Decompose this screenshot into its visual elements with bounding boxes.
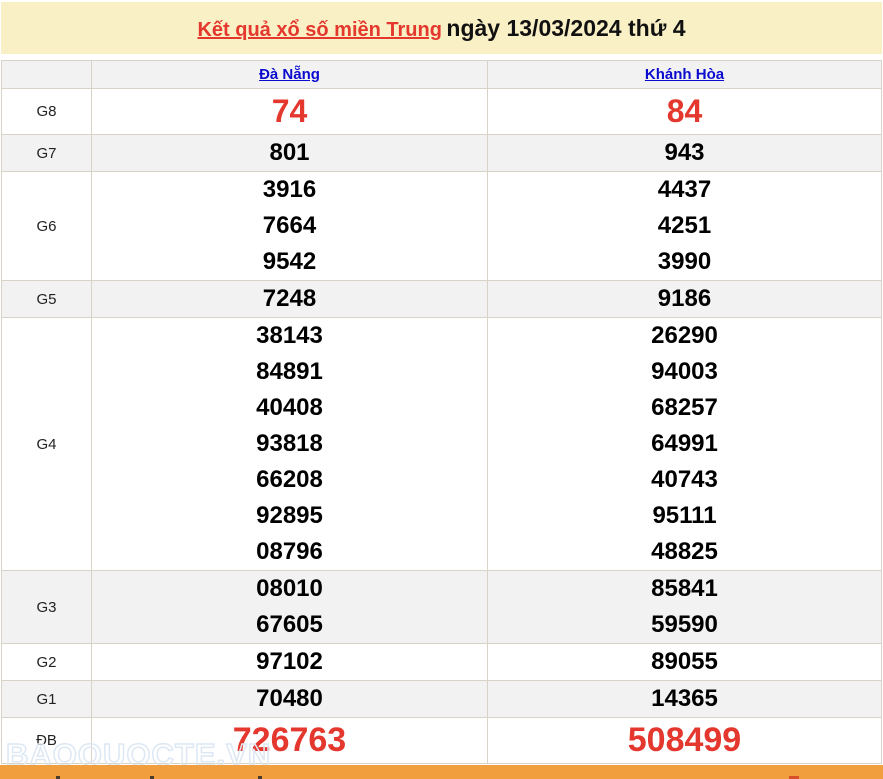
prize-values-khanh-hoa: 9186 [487, 280, 882, 318]
prize-number: 74 [271, 93, 308, 129]
prize-values-da-nang: 08010 67605 [91, 570, 488, 644]
prize-row-G3: G3 08010 67605 85841 59590 [1, 570, 882, 644]
prize-number: 40743 [651, 466, 718, 493]
cutoff-text-mark [150, 776, 154, 779]
cutoff-text-mark [258, 776, 262, 779]
prize-number: 38143 [256, 322, 323, 349]
prize-label: G6 [1, 171, 92, 281]
prize-number: 4437 [657, 176, 712, 203]
results-table-body: G8 74 84 G7 801 943 G6 3916 7664 9542 4437 4251 3990… [1, 88, 882, 764]
prize-number: 70480 [256, 685, 323, 712]
prize-values-da-nang: 70480 [91, 680, 488, 718]
prize-number: 4251 [657, 212, 712, 239]
prize-label: G7 [1, 134, 92, 172]
prize-number: 9542 [262, 248, 317, 275]
prize-number: 40408 [256, 394, 323, 421]
prize-label: ĐB [1, 717, 92, 764]
prize-values-da-nang: 74 [91, 88, 488, 135]
prize-values-khanh-hoa: 26290 94003 68257 64991 40743 95111 48825 [487, 317, 882, 571]
prize-number: 08010 [256, 575, 323, 602]
prize-row-G4: G4 38143 84891 40408 93818 66208 92895 08796 262… [1, 317, 882, 571]
prize-number: 84 [666, 93, 703, 129]
prize-row-ĐB: ĐB 726763 508499 [1, 717, 882, 764]
prize-values-khanh-hoa: 84 [487, 88, 882, 135]
prize-label: G8 [1, 88, 92, 135]
prize-number: 943 [664, 139, 705, 166]
prize-label: G2 [1, 643, 92, 681]
prize-values-khanh-hoa: 89055 [487, 643, 882, 681]
prize-number: 95111 [652, 502, 717, 529]
prize-number: 94003 [651, 358, 718, 385]
title-link[interactable]: Kết quả xổ số miền Trung [197, 19, 442, 41]
prize-number: 84891 [256, 358, 323, 385]
prize-row-G6: G6 3916 7664 9542 4437 4251 3990 [1, 171, 882, 281]
prize-number: 3916 [262, 176, 317, 203]
prize-values-da-nang: 801 [91, 134, 488, 172]
prize-values-da-nang: 3916 7664 9542 [91, 171, 488, 281]
prize-number: 801 [269, 139, 310, 166]
prize-number: 9186 [657, 285, 712, 312]
next-section-bar [0, 765, 883, 779]
page-title-date: ngày 13/03/2024 thứ 4 [446, 15, 686, 41]
prize-values-khanh-hoa: 14365 [487, 680, 882, 718]
prize-number: 08796 [256, 538, 323, 565]
prize-row-G2: G2 97102 89055 [1, 643, 882, 681]
province-link-da-nang[interactable]: Đà Nẵng [259, 65, 320, 83]
cutoff-text-mark [56, 776, 60, 779]
prize-number: 726763 [232, 721, 347, 759]
prize-values-da-nang: 726763 [91, 717, 488, 764]
prize-number: 64991 [651, 430, 718, 457]
prize-row-G7: G7 801 943 [1, 134, 882, 172]
prize-values-khanh-hoa: 4437 4251 3990 [487, 171, 882, 281]
prize-number: 7248 [262, 285, 317, 312]
prize-row-G5: G5 7248 9186 [1, 280, 882, 318]
prize-values-khanh-hoa: 508499 [487, 717, 882, 764]
prize-values-khanh-hoa: 943 [487, 134, 882, 172]
prize-column-header [1, 60, 92, 89]
prize-values-da-nang: 97102 [91, 643, 488, 681]
prize-values-khanh-hoa: 85841 59590 [487, 570, 882, 644]
prize-number: 93818 [256, 430, 323, 457]
prize-values-da-nang: 7248 [91, 280, 488, 318]
prize-number: 14365 [651, 685, 718, 712]
prize-label: G3 [1, 570, 92, 644]
prize-row-G8: G8 74 84 [1, 88, 882, 135]
prize-number: 68257 [651, 394, 718, 421]
prize-number: 97102 [256, 648, 323, 675]
table-header-row: Đà Nẵng Khánh Hòa [1, 60, 882, 89]
column-header-khanh-hoa: Khánh Hòa [487, 60, 882, 89]
cutoff-text-mark [789, 776, 799, 779]
prize-row-G1: G1 70480 14365 [1, 680, 882, 718]
prize-number: 67605 [256, 611, 323, 638]
prize-number: 508499 [627, 721, 742, 759]
prize-number: 89055 [651, 648, 718, 675]
prize-number: 7664 [262, 212, 317, 239]
prize-values-da-nang: 38143 84891 40408 93818 66208 92895 08796 [91, 317, 488, 571]
prize-number: 26290 [651, 322, 718, 349]
prize-number: 92895 [256, 502, 323, 529]
prize-label: G4 [1, 317, 92, 571]
province-link-khanh-hoa[interactable]: Khánh Hòa [644, 65, 725, 83]
column-header-da-nang: Đà Nẵng [91, 60, 488, 89]
prize-number: 85841 [651, 575, 718, 602]
prize-number: 59590 [651, 611, 718, 638]
prize-number: 3990 [657, 248, 712, 275]
prize-label: G1 [1, 680, 92, 718]
prize-label: G5 [1, 280, 92, 318]
page-title-banner: Kết quả xổ số miền Trung ngày 13/03/2024… [1, 2, 882, 54]
prize-number: 66208 [256, 466, 323, 493]
results-table: Đà Nẵng Khánh Hòa G8 74 84 G7 801 943 G6 3916 76… [1, 60, 882, 764]
prize-number: 48825 [651, 538, 718, 565]
